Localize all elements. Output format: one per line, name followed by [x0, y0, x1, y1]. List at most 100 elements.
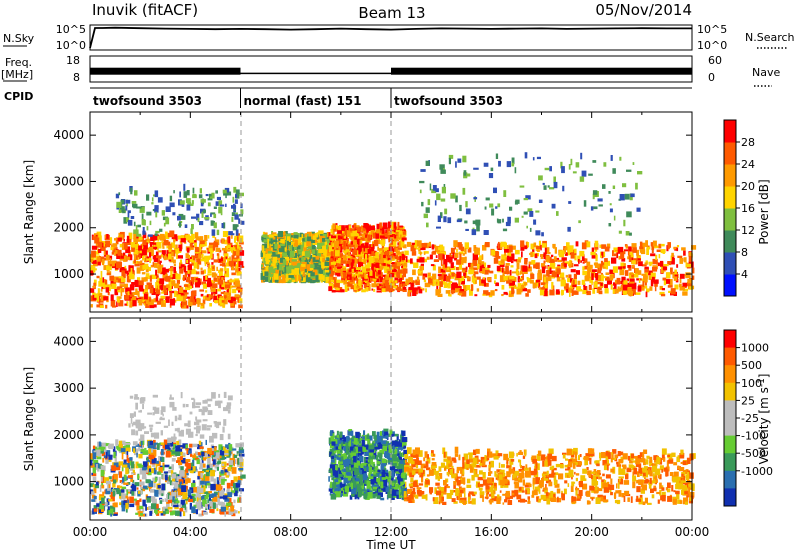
freq-tick-right-low: 0 — [708, 71, 715, 84]
date-title: 05/Nov/2014 — [595, 1, 692, 19]
echo-cell — [161, 406, 166, 413]
nsky-label: N.Sky — [3, 32, 35, 45]
echo-cell — [459, 204, 462, 212]
echo-cell — [288, 260, 292, 265]
echo-cell — [180, 392, 183, 399]
echo-cell — [384, 279, 389, 287]
echo-cell — [444, 208, 448, 215]
echo-cell — [565, 283, 569, 289]
echo-cell — [110, 496, 115, 502]
echo-cell — [479, 255, 484, 260]
echo-cell — [92, 266, 96, 273]
echo-cell — [619, 194, 625, 201]
echo-cell — [543, 252, 547, 260]
echo-cell — [197, 217, 200, 223]
echo-cell — [399, 269, 403, 274]
echo-cell — [436, 193, 441, 201]
echo-cell — [94, 293, 99, 298]
echo-cell — [301, 244, 305, 251]
echo-cell — [171, 473, 177, 479]
echo-cell — [160, 267, 166, 275]
echo-cell — [370, 244, 373, 248]
echo-cell — [344, 251, 350, 256]
echo-cell — [265, 257, 269, 261]
echo-cell — [152, 477, 157, 482]
echo-cell — [333, 229, 338, 232]
echo-cell — [153, 480, 156, 488]
echo-cell — [183, 511, 186, 517]
echo-cell — [136, 233, 142, 237]
echo-cell — [189, 243, 193, 248]
echo-cell — [118, 192, 121, 196]
echo-cell — [383, 247, 389, 252]
echo-cell — [108, 284, 111, 292]
echo-cell — [219, 263, 225, 266]
echo-cell — [440, 198, 446, 202]
echo-cell — [477, 263, 480, 269]
echo-cell — [222, 189, 227, 194]
echo-cell — [94, 268, 97, 271]
echo-cell — [212, 502, 216, 509]
echo-cell — [201, 457, 204, 464]
echo-cell — [209, 494, 214, 498]
echo-cell — [580, 152, 583, 160]
echo-cell — [144, 431, 149, 434]
echo-cell — [538, 199, 543, 203]
echo-cell — [196, 213, 200, 221]
echo-cell — [170, 470, 174, 477]
echo-cell — [507, 251, 512, 256]
echo-cell — [335, 288, 341, 293]
echo-cell — [324, 269, 330, 273]
echo-cell — [679, 277, 682, 283]
echo-cell — [139, 206, 145, 213]
echo-cell — [199, 243, 205, 247]
echo-cell — [171, 242, 175, 248]
echo-cell — [98, 281, 104, 287]
echo-cell — [117, 288, 121, 293]
echo-cell — [644, 266, 649, 269]
echo-cell — [91, 250, 96, 258]
echo-cell — [200, 270, 205, 275]
echo-cell — [153, 298, 158, 303]
echo-cell — [624, 193, 630, 200]
echo-cell — [393, 222, 397, 229]
echo-cell — [373, 280, 377, 286]
echo-cell — [564, 252, 568, 256]
echo-cell — [291, 269, 296, 274]
echo-cell — [572, 279, 575, 285]
echo-cell — [179, 288, 183, 293]
echo-cell — [195, 451, 198, 456]
echo-cell — [411, 251, 417, 256]
echo-cell — [392, 280, 397, 283]
echo-cell — [301, 234, 304, 241]
echo-cell — [218, 444, 223, 451]
echo-cell — [221, 300, 225, 303]
echo-cell — [460, 246, 465, 252]
echo-cell — [195, 278, 200, 285]
echo-cell — [322, 273, 328, 280]
echo-cell — [165, 206, 171, 212]
echo-cell — [536, 156, 541, 160]
echo-cell — [151, 445, 157, 450]
echo-cell — [170, 440, 174, 447]
echo-cell — [396, 251, 402, 256]
echo-cell — [160, 457, 162, 462]
echo-cell — [174, 505, 179, 510]
echo-cell — [133, 259, 136, 264]
echo-cell — [200, 495, 206, 501]
echo-cell — [234, 237, 236, 243]
echo-cell — [410, 258, 413, 264]
echo-cell — [123, 217, 128, 224]
echo-cell — [645, 291, 648, 298]
echo-cell — [454, 246, 457, 250]
echo-cell — [104, 234, 108, 239]
echo-cell — [108, 483, 111, 488]
echo-cell — [548, 256, 552, 263]
echo-cell — [497, 203, 501, 208]
echo-cell — [103, 477, 110, 483]
echo-cell — [401, 284, 404, 290]
echo-cell — [626, 278, 630, 282]
echo-cell — [148, 246, 153, 251]
echo-cell — [101, 482, 104, 486]
echo-cell — [212, 245, 215, 251]
